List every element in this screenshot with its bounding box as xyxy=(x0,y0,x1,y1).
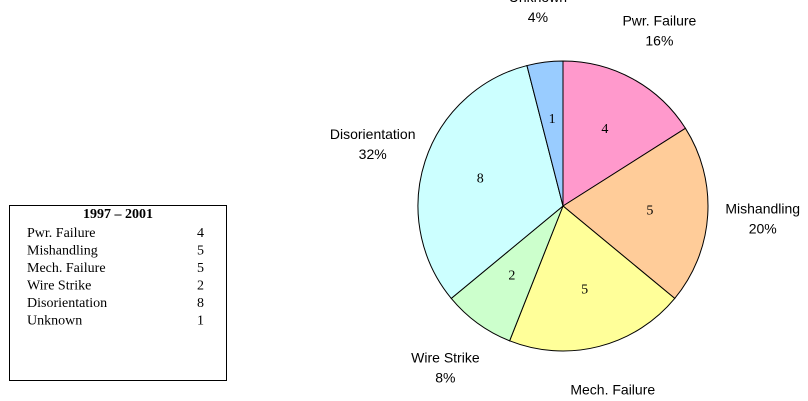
slice-percent-label: 32% xyxy=(359,146,387,162)
slice-percent-label: 16% xyxy=(645,32,673,48)
slice-value-label: 8 xyxy=(477,171,484,186)
legend-value: 5 xyxy=(197,261,204,276)
slice-value-label: 1 xyxy=(549,112,556,127)
slice-value-label: 5 xyxy=(581,282,588,297)
slice-value-label: 2 xyxy=(508,269,515,284)
slice-name-label: Wire Strike xyxy=(411,350,480,366)
slice-name-label: Pwr. Failure xyxy=(622,12,696,28)
pie-slice xyxy=(562,60,687,207)
legend-box xyxy=(9,205,227,381)
legend-name: Mech. Failure xyxy=(27,261,106,276)
slice-value-label: 5 xyxy=(646,204,653,219)
legend-name: Mishandling xyxy=(27,244,98,259)
slice-percent-label: 8% xyxy=(435,370,455,386)
legend-value: 4 xyxy=(197,226,204,241)
slice-name-label: Mishandling xyxy=(725,200,800,216)
slice-percent-label: 20% xyxy=(749,220,777,236)
legend-name: Unknown xyxy=(27,314,82,329)
legend-name: Pwr. Failure xyxy=(27,226,95,241)
legend-value: 2 xyxy=(197,279,204,294)
slice-name-label: Mech. Failure xyxy=(570,382,655,398)
legend-title: 1997 – 2001 xyxy=(83,207,153,222)
slice-name-label: Unknown xyxy=(509,0,567,5)
legend-value: 1 xyxy=(197,314,204,329)
legend-name: Wire Strike xyxy=(27,279,91,294)
slice-value-label: 4 xyxy=(601,122,608,137)
legend-value: 8 xyxy=(197,296,204,311)
legend-value: 5 xyxy=(197,244,204,259)
legend-name: Disorientation xyxy=(27,296,107,311)
pie-slice xyxy=(562,127,709,300)
pie-slice xyxy=(526,60,564,207)
pie-slice xyxy=(508,205,676,352)
slice-percent-label: 4% xyxy=(528,9,548,25)
slice-name-label: Disorientation xyxy=(330,126,416,142)
pie-slice xyxy=(417,64,564,300)
